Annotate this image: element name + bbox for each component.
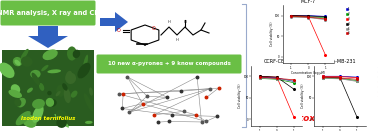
Ellipse shape — [77, 63, 90, 78]
Ellipse shape — [13, 57, 22, 66]
Ellipse shape — [85, 121, 93, 124]
Ellipse shape — [67, 46, 77, 61]
Ellipse shape — [47, 91, 52, 95]
Bar — [2, 50, 94, 126]
Ellipse shape — [30, 70, 40, 78]
Ellipse shape — [56, 91, 60, 96]
Text: Isodon ternifolius: Isodon ternifolius — [21, 116, 75, 121]
Ellipse shape — [27, 88, 33, 93]
Ellipse shape — [17, 98, 26, 107]
Y-axis label: Cell viability (%): Cell viability (%) — [270, 22, 274, 46]
Ellipse shape — [89, 87, 93, 96]
Title: MCF-7: MCF-7 — [301, 0, 316, 4]
FancyBboxPatch shape — [0, 1, 96, 26]
Ellipse shape — [56, 85, 65, 97]
Ellipse shape — [11, 84, 20, 94]
Ellipse shape — [15, 111, 31, 125]
Ellipse shape — [65, 71, 73, 82]
Ellipse shape — [0, 63, 14, 78]
Ellipse shape — [73, 50, 80, 58]
Title: MDA-MB-231: MDA-MB-231 — [324, 59, 356, 64]
Ellipse shape — [14, 60, 20, 66]
X-axis label: Concentration (log μM): Concentration (log μM) — [291, 71, 325, 75]
Legend: 1, 2, 3, 4, 5, 6: 1, 2, 3, 4, 5, 6 — [314, 67, 319, 96]
Bar — [110, 74, 228, 128]
Ellipse shape — [54, 114, 69, 128]
Ellipse shape — [39, 83, 44, 91]
Ellipse shape — [32, 105, 43, 123]
Ellipse shape — [56, 110, 68, 122]
Polygon shape — [28, 26, 68, 48]
FancyBboxPatch shape — [96, 54, 242, 73]
Text: Cytotoxic activity: Cytotoxic activity — [276, 114, 364, 123]
Ellipse shape — [21, 56, 33, 67]
Text: H: H — [184, 20, 186, 24]
Ellipse shape — [20, 49, 29, 60]
Title: CCRF-CEM: CCRF-CEM — [264, 59, 290, 64]
Legend: 1, 2, 3, 4, 5, 6: 1, 2, 3, 4, 5, 6 — [346, 7, 350, 36]
Ellipse shape — [56, 118, 67, 128]
Ellipse shape — [65, 73, 76, 84]
Text: O: O — [117, 29, 121, 34]
Bar — [98, 2, 240, 84]
Ellipse shape — [82, 55, 88, 72]
Ellipse shape — [48, 99, 57, 107]
Ellipse shape — [62, 83, 68, 91]
Ellipse shape — [64, 88, 71, 103]
Ellipse shape — [31, 73, 40, 85]
Ellipse shape — [71, 91, 77, 98]
Text: H: H — [175, 38, 178, 42]
Polygon shape — [100, 12, 128, 32]
Y-axis label: Cell viability (%): Cell viability (%) — [301, 83, 305, 108]
Ellipse shape — [8, 90, 22, 98]
Y-axis label: Cell viability (%): Cell viability (%) — [238, 83, 242, 108]
Ellipse shape — [41, 65, 48, 71]
Text: 10 new α-pyrones + 9 know compounds: 10 new α-pyrones + 9 know compounds — [108, 61, 231, 67]
Text: NMR analysis, X ray and CD: NMR analysis, X ray and CD — [0, 10, 99, 16]
Text: H: H — [167, 20, 170, 24]
Text: O: O — [152, 26, 156, 31]
Ellipse shape — [32, 99, 45, 109]
Ellipse shape — [46, 98, 54, 107]
Ellipse shape — [84, 93, 93, 111]
Ellipse shape — [47, 69, 61, 73]
Ellipse shape — [14, 99, 22, 107]
Ellipse shape — [43, 49, 58, 60]
Ellipse shape — [22, 114, 37, 128]
